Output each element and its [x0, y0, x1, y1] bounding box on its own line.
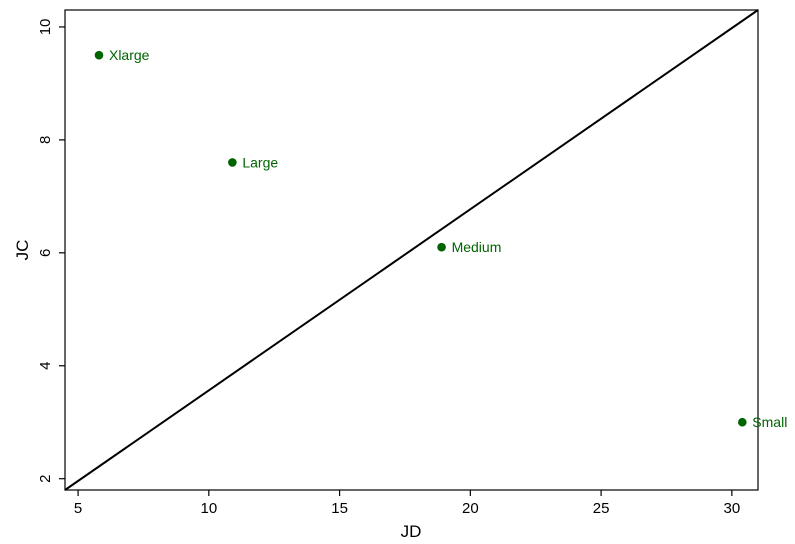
- x-tick-label-30: 30: [724, 500, 741, 517]
- point-medium: [437, 242, 446, 252]
- y-tick-label-8: 8: [37, 136, 54, 144]
- point-label-medium: Medium: [452, 239, 502, 255]
- x-tick-label-10: 10: [200, 500, 217, 517]
- x-tick-label-5: 5: [74, 500, 82, 517]
- point-label-large: Large: [242, 154, 278, 170]
- y-axis: 2 4 6 8 10: [37, 19, 65, 483]
- x-tick-label-15: 15: [331, 500, 348, 517]
- x-axis: 5 10 15 20 25 30: [74, 490, 740, 517]
- x-tick-label-25: 25: [593, 500, 610, 517]
- point-large: [228, 158, 237, 167]
- point-xlarge: [94, 50, 104, 60]
- reference-line: [64, 9, 759, 491]
- y-tick-label-2: 2: [37, 475, 54, 483]
- point-small: [738, 417, 747, 427]
- y-tick-label-10: 10: [37, 19, 54, 36]
- y-tick-label-4: 4: [37, 362, 54, 370]
- point-label-xlarge: Xlarge: [109, 47, 150, 63]
- y-axis-title: JC: [13, 240, 32, 261]
- y-tick-label-6: 6: [37, 249, 54, 257]
- data-points: Xlarge Large Medium Small: [94, 47, 787, 430]
- x-tick-label-20: 20: [462, 500, 479, 517]
- point-label-small: Small: [752, 414, 787, 430]
- x-axis-title: JD: [401, 522, 422, 541]
